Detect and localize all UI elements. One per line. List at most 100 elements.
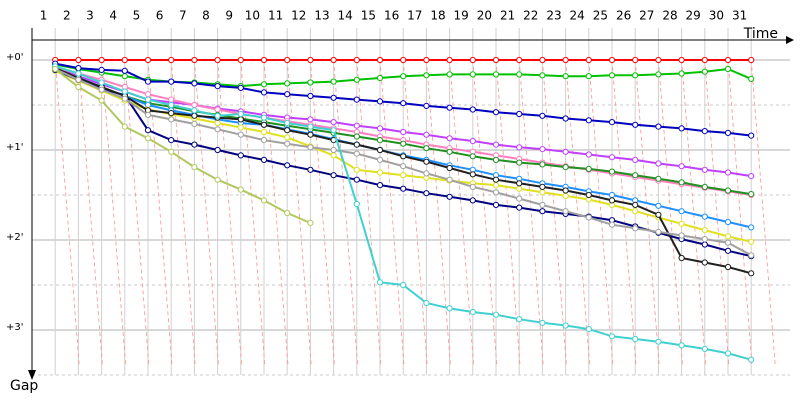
x-tick-label: 30 xyxy=(709,9,724,23)
series-marker xyxy=(632,225,639,232)
series-marker xyxy=(585,165,592,172)
series-marker xyxy=(423,158,430,165)
series-marker xyxy=(539,72,546,79)
series-marker xyxy=(144,111,152,119)
series-marker xyxy=(353,166,360,173)
series-marker xyxy=(168,116,175,123)
series-marker xyxy=(492,201,500,208)
lap-line xyxy=(542,59,567,366)
series-marker xyxy=(75,70,82,77)
series-marker xyxy=(539,189,546,196)
series-marker xyxy=(701,236,708,243)
series-marker xyxy=(237,84,244,92)
series-marker xyxy=(121,56,128,64)
y-tick-label: +0' xyxy=(6,52,24,63)
series-marker xyxy=(376,156,384,163)
series-marker xyxy=(748,191,755,198)
series-marker xyxy=(562,187,569,194)
x-tick-label: 23 xyxy=(546,9,561,23)
series-marker xyxy=(260,128,268,136)
series-marker xyxy=(678,125,685,132)
lap-line xyxy=(634,59,660,366)
series-marker xyxy=(701,213,708,220)
series-marker xyxy=(353,200,360,208)
series-marker xyxy=(330,56,337,64)
series-marker xyxy=(469,183,476,190)
y-tick-label: +1' xyxy=(6,142,24,153)
x-tick-label: 5 xyxy=(133,9,141,23)
series-marker xyxy=(655,123,662,130)
series-marker xyxy=(492,189,500,196)
series-marker xyxy=(284,127,291,134)
series-marker xyxy=(469,153,476,160)
series-marker xyxy=(284,209,291,217)
series-marker xyxy=(168,137,175,144)
x-tick-label: 22 xyxy=(523,9,538,23)
lap-line xyxy=(333,59,358,366)
lap-line xyxy=(402,59,428,366)
series-marker xyxy=(75,83,82,91)
series-marker xyxy=(168,56,175,64)
lap-line xyxy=(124,59,150,366)
series-marker xyxy=(353,76,360,83)
y-axis-arrow xyxy=(28,370,36,380)
series-marker xyxy=(284,119,291,127)
series-marker xyxy=(492,311,500,318)
series-marker xyxy=(191,141,198,148)
series-marker xyxy=(632,335,639,343)
series-marker xyxy=(562,56,569,64)
x-tick-label: 8 xyxy=(202,9,210,23)
series-marker xyxy=(724,239,732,246)
series-marker xyxy=(423,72,430,79)
series-marker xyxy=(724,247,732,254)
series-marker xyxy=(400,140,407,147)
x-tick-label: 18 xyxy=(430,9,445,23)
series-marker xyxy=(539,208,546,215)
series-marker xyxy=(423,102,430,110)
y-axis-label: Gap xyxy=(10,378,38,394)
series-marker xyxy=(191,120,198,128)
series-marker xyxy=(237,131,244,138)
series-marker xyxy=(492,109,500,116)
series-marker xyxy=(655,160,662,167)
series-marker xyxy=(423,170,430,177)
series-marker xyxy=(214,112,221,119)
series-marker xyxy=(400,163,407,170)
series-marker xyxy=(724,218,732,226)
series-marker xyxy=(678,70,685,77)
series-marker xyxy=(516,110,523,118)
series-marker xyxy=(376,182,384,189)
series-marker xyxy=(516,316,523,323)
x-tick-label: 6 xyxy=(156,9,164,23)
series-marker xyxy=(516,56,523,64)
series-marker xyxy=(376,279,384,286)
plot xyxy=(52,56,755,363)
series-marker xyxy=(353,176,360,183)
lap-line xyxy=(611,59,637,366)
x-tick-label: 12 xyxy=(291,9,306,23)
x-tick-label: 15 xyxy=(361,9,376,23)
lap-line xyxy=(263,59,289,366)
series-marker xyxy=(330,152,337,159)
x-tick-label: 26 xyxy=(616,9,631,23)
series-marker xyxy=(144,96,152,103)
series-marker xyxy=(748,56,755,64)
series-marker xyxy=(330,119,337,126)
series-marker xyxy=(98,86,105,93)
series-marker xyxy=(400,172,407,179)
series-marker xyxy=(585,191,592,199)
series-marker xyxy=(469,106,476,113)
series-marker xyxy=(376,98,384,105)
series-marker xyxy=(632,172,639,179)
series-marker xyxy=(52,65,59,73)
series-marker xyxy=(214,83,221,90)
series-marker xyxy=(400,185,407,192)
lap-line xyxy=(588,59,614,366)
y-tick-label: +3' xyxy=(6,322,24,333)
series-marker xyxy=(144,78,152,85)
series-marker xyxy=(446,104,453,111)
series-marker xyxy=(585,56,592,64)
x-tick-label: 16 xyxy=(384,9,399,23)
series-marker xyxy=(678,254,685,262)
series-marker xyxy=(585,151,592,158)
